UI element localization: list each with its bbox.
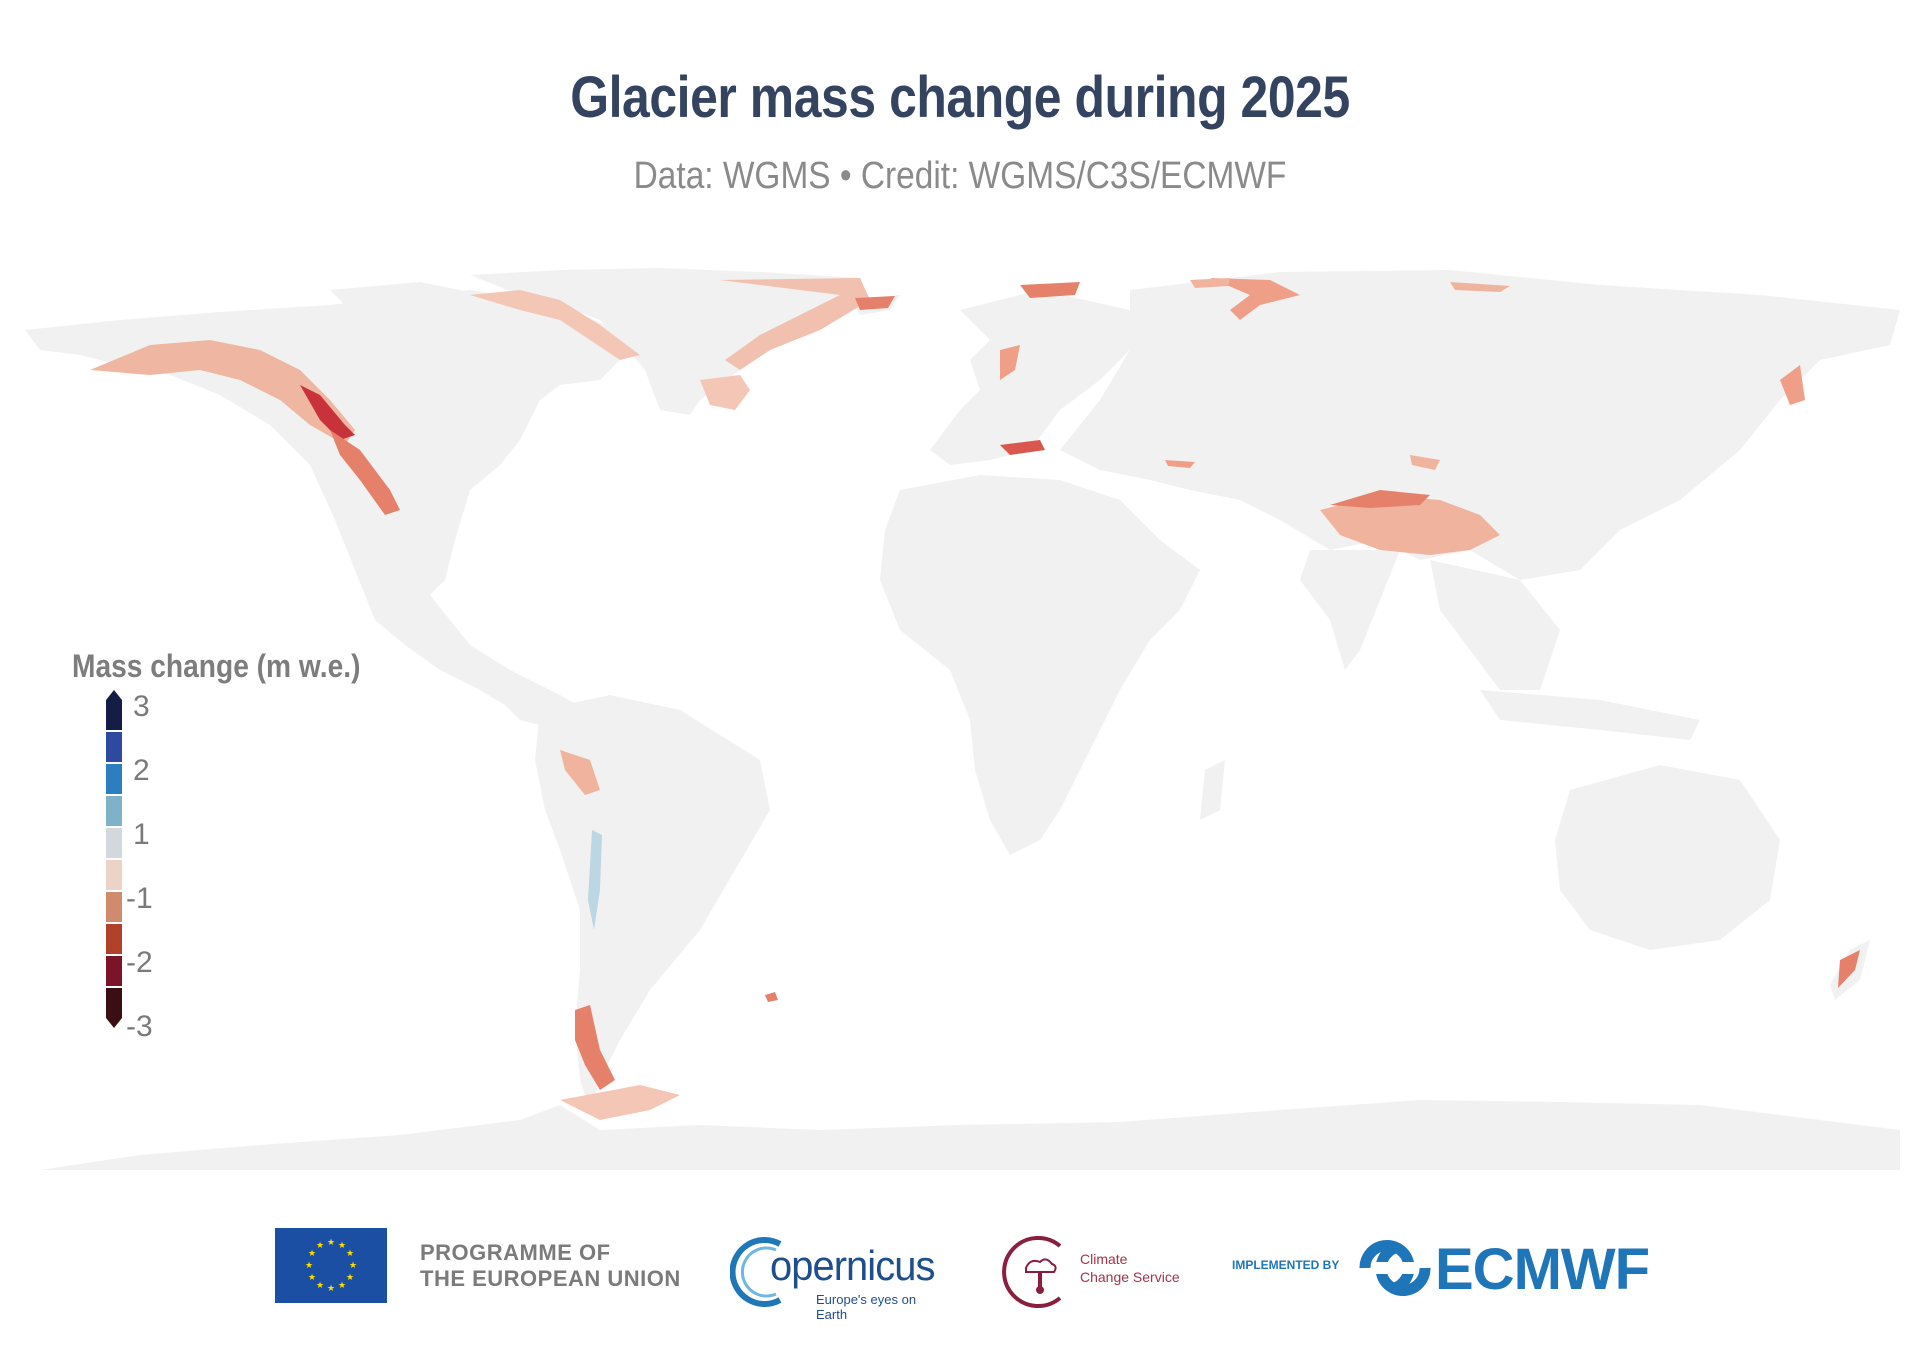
colorbar-bottom-arrow (106, 1018, 122, 1028)
eu-flag-logo: ★ ★ ★ ★ ★ ★ ★ ★ ★ ★ ★ ★ (275, 1228, 387, 1303)
svg-text:★: ★ (308, 1273, 316, 1283)
glacier-novaya-zemlya (1210, 278, 1300, 320)
glacier-cells (90, 278, 1860, 1120)
svg-text:★: ★ (327, 1238, 335, 1248)
africa (880, 475, 1200, 855)
colorbar-swatch-8 (106, 924, 122, 954)
glacier-scandinavia (1000, 345, 1020, 380)
india (1300, 550, 1400, 670)
eu-programme-text: PROGRAMME OF THE EUROPEAN UNION (420, 1240, 681, 1292)
c3s-text: Climate Change Service (1080, 1250, 1180, 1286)
glacier-caucasus (1165, 460, 1195, 468)
glacier-greenland-east (720, 278, 870, 370)
copernicus-word: opernicus (770, 1242, 935, 1289)
legend-tick-3: 3 (133, 690, 150, 723)
north-america (25, 290, 640, 740)
ecmwf-logo: ECMWF (1355, 1228, 1655, 1308)
australia (1555, 765, 1780, 950)
glacier-hma (1320, 495, 1500, 555)
glacier-altai (1410, 455, 1440, 470)
colorbar-swatch-7 (106, 892, 122, 922)
svg-text:★: ★ (338, 1281, 346, 1291)
japan (1650, 420, 1700, 490)
legend-tick-2: 2 (133, 754, 150, 787)
world-map (25, 268, 1900, 1170)
svg-text:★: ★ (346, 1249, 354, 1259)
glacier-andes-gain (588, 830, 602, 930)
land-masses (25, 268, 1900, 1170)
chart-subtitle: Data: WGMS • Credit: WGMS/C3S/ECMWF (633, 155, 1287, 197)
footer-logos: ★ ★ ★ ★ ★ ★ ★ ★ ★ ★ ★ ★ PROGRAMME OF THE EUROPEA… (0, 1210, 1920, 1322)
eu-line-1: PROGRAMME OF (420, 1240, 611, 1265)
c3s-line-1: Climate (1080, 1251, 1128, 1267)
glacier-tienshan (1330, 490, 1430, 508)
svg-text:★: ★ (316, 1281, 324, 1291)
colorbar-swatch-10 (106, 988, 122, 1018)
glacier-subantarctic (765, 992, 778, 1002)
eu-line-2: THE EUROPEAN UNION (420, 1266, 681, 1291)
glacier-kamchatka (1780, 365, 1805, 405)
glacier-tropical-andes (560, 750, 600, 795)
legend-title: Mass change (m w.e.) (72, 648, 361, 684)
colorbar-top-arrow (106, 690, 122, 700)
glacier-new-zealand (1838, 950, 1860, 988)
colorbar-swatch-6 (106, 860, 122, 890)
svg-text:★: ★ (338, 1241, 346, 1251)
madagascar (1200, 760, 1225, 820)
copernicus-tagline: Europe's eyes on Earth (816, 1292, 917, 1322)
glacier-svalbard (1020, 282, 1080, 298)
legend-tick-neg1: -1 (126, 882, 153, 915)
glacier-alaska (90, 340, 355, 445)
svg-text:★: ★ (308, 1249, 316, 1259)
colorbar-swatch-3 (106, 764, 122, 794)
greenland (470, 268, 870, 415)
copernicus-logo: opernicus Europe's eyes on Earth (730, 1232, 950, 1322)
svg-text:★: ★ (346, 1273, 354, 1283)
indonesia (1480, 690, 1700, 740)
arctic-islands (330, 282, 470, 330)
c3s-logo: Climate Change Service (1000, 1232, 1200, 1312)
europe (930, 290, 1130, 465)
implemented-by-label: IMPLEMENTED BY (1232, 1258, 1340, 1272)
glacier-franz-josef (1190, 278, 1230, 288)
colorbar (106, 690, 122, 1028)
svg-text:★: ★ (305, 1261, 313, 1271)
colorbar-swatch-2 (106, 732, 122, 762)
chart-title: Glacier mass change during 2025 (570, 65, 1350, 130)
glacier-alps (1000, 440, 1045, 455)
colorbar-swatch-9 (106, 956, 122, 986)
svg-text:★: ★ (327, 1284, 335, 1294)
glacier-greenland-south (700, 375, 750, 410)
colorbar-swatch-5 (106, 828, 122, 858)
glacier-iceland (855, 296, 895, 310)
glacier-severnaya (1450, 282, 1510, 292)
legend-tick-neg2: -2 (126, 946, 153, 979)
south-america (535, 695, 770, 1110)
glacier-arctic-canada (470, 290, 640, 360)
glacier-alaska-strong (300, 385, 355, 440)
legend-tick-neg3: -3 (126, 1010, 153, 1043)
antarctica (40, 1100, 1900, 1170)
southeast-asia (1430, 560, 1560, 690)
glacier-rockies (330, 430, 400, 515)
colorbar-swatch-1 (106, 700, 122, 730)
svg-text:★: ★ (316, 1241, 324, 1251)
glacier-antarctic-peninsula (560, 1085, 680, 1120)
glacier-patagonia (575, 1005, 615, 1090)
ecmwf-word: ECMWF (1435, 1237, 1650, 1302)
asia (1060, 270, 1900, 580)
legend-tick-1: 1 (133, 818, 150, 851)
svg-text:★: ★ (349, 1261, 357, 1271)
colorbar-swatch-4 (106, 796, 122, 826)
c3s-line-2: Change Service (1080, 1269, 1180, 1285)
